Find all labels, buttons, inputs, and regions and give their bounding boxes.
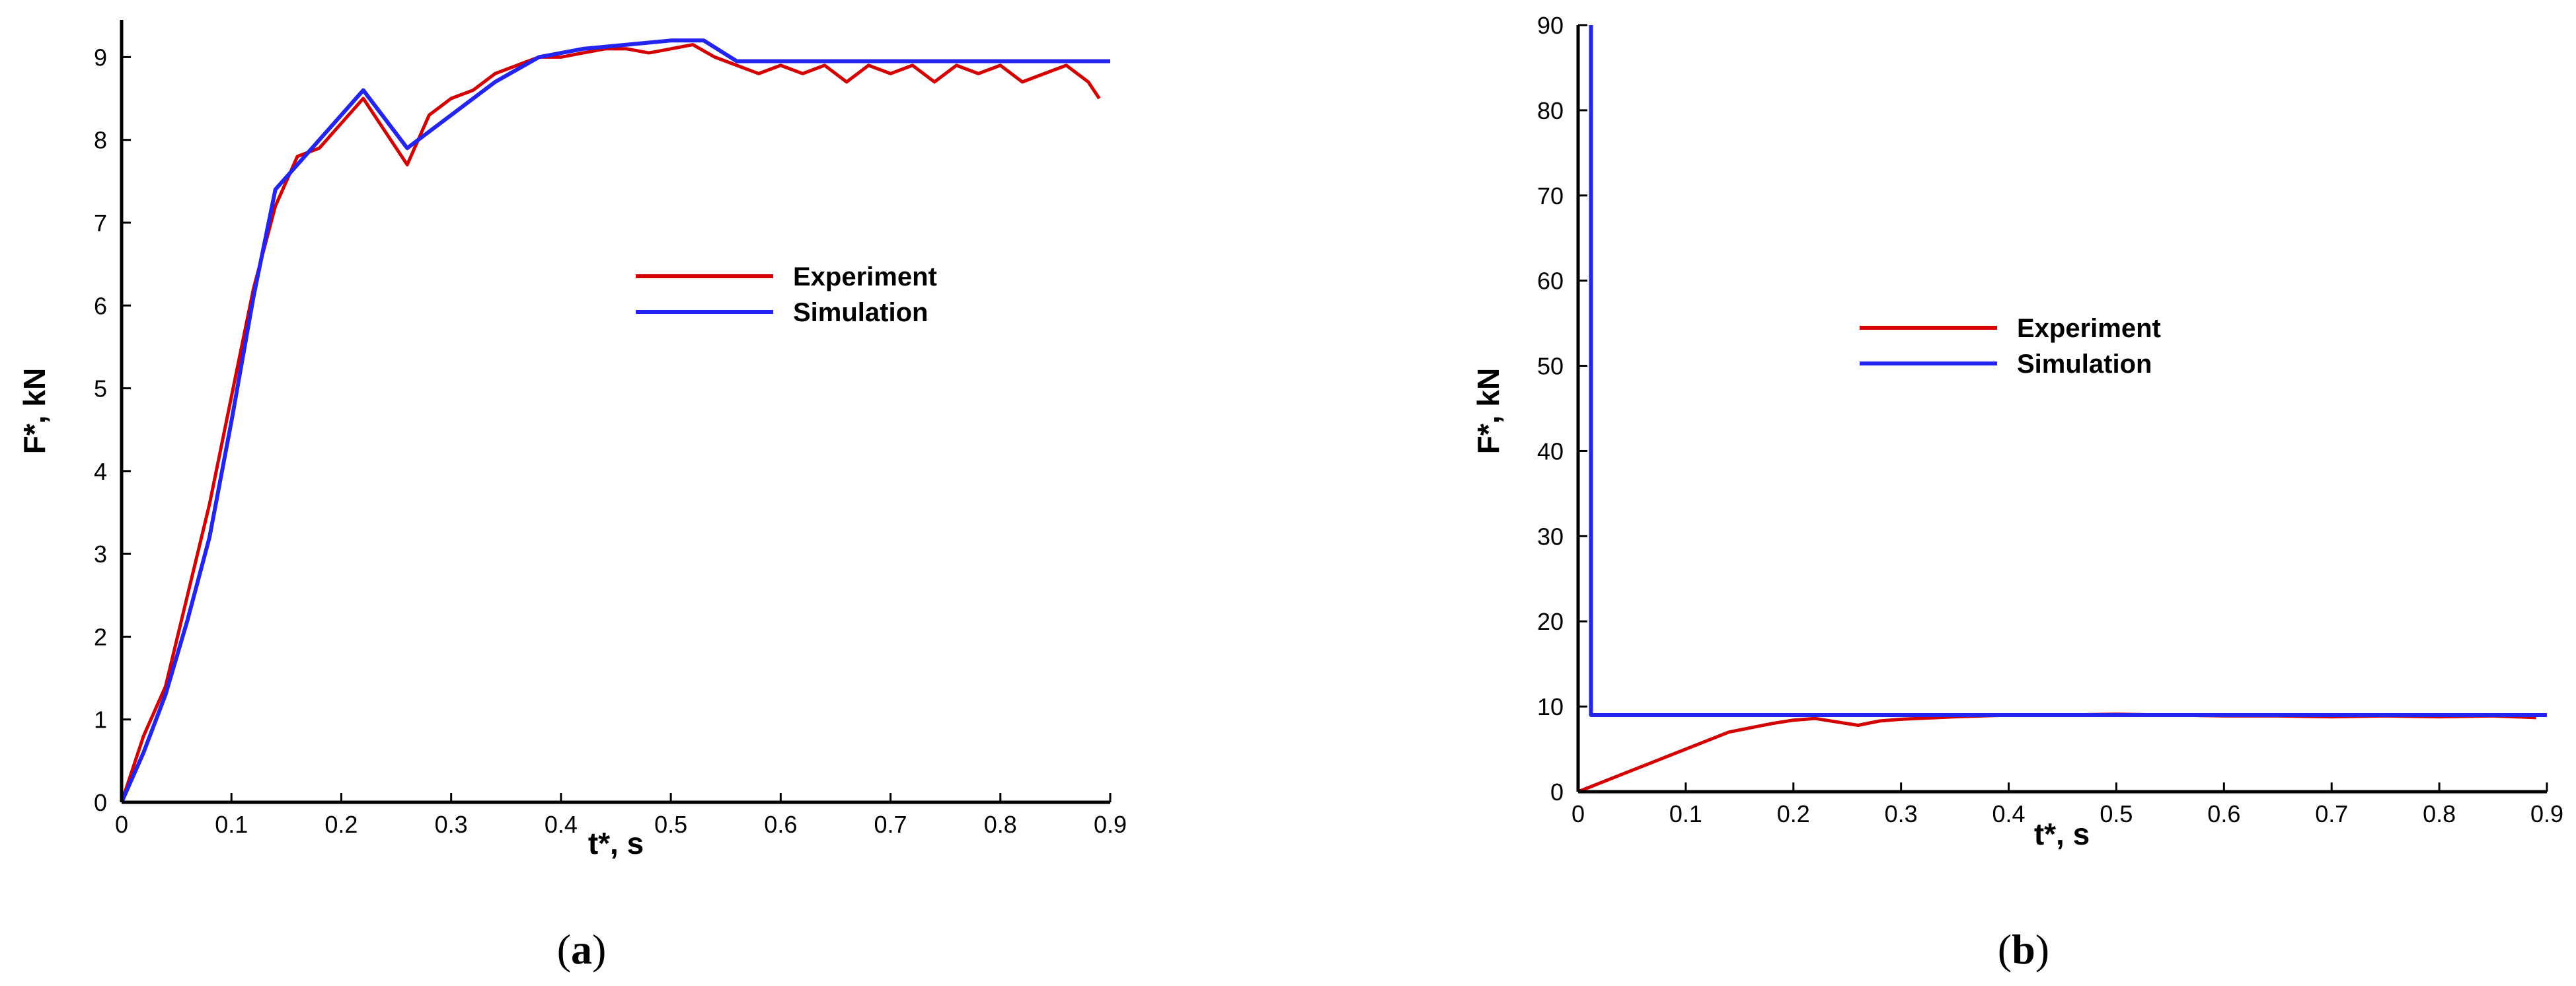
legend-label-experiment-b: Experiment xyxy=(2017,314,2161,343)
x-tick-label-b: 0.6 xyxy=(2207,800,2240,827)
y-tick-label-a: 7 xyxy=(94,209,107,237)
ticks-a: 0 0.1 0.2 0.3 0.4 0.5 0.6 0.7 0.8 0.9 0 1 2 3 4 5 6 7 8 9 xyxy=(94,44,1127,838)
series-group-b xyxy=(1578,25,2547,792)
series-line-simulation-b xyxy=(1589,25,2547,717)
x-tick-label-a: 0.9 xyxy=(1094,811,1127,838)
series-line-experiment-b xyxy=(1578,712,2536,792)
x-tick-label-a: 0.3 xyxy=(435,811,468,838)
series-line-simulation-a xyxy=(122,38,1110,802)
y-tick-label-a: 8 xyxy=(94,127,107,154)
x-tick-label-b: 0.8 xyxy=(2423,800,2456,827)
y-tick-label-b: 0 xyxy=(1550,778,1564,806)
y-tick-label-b: 50 xyxy=(1537,353,1564,380)
panel-caption-b: (b) xyxy=(1998,926,2049,973)
x-axis-label-b: t*, s xyxy=(2034,817,2090,851)
x-tick-label-a: 0.7 xyxy=(874,811,907,838)
chart-panel-a: 0 0.1 0.2 0.3 0.4 0.5 0.6 0.7 0.8 0.9 0 1 2 3 4 5 6 7 8 9 t… xyxy=(17,20,1127,973)
y-tick-label-b: 60 xyxy=(1537,268,1564,295)
series-group-a xyxy=(122,38,1110,802)
y-tick-label-a: 2 xyxy=(94,623,107,650)
x-tick-label-a: 0.5 xyxy=(654,811,687,838)
y-tick-label-b: 20 xyxy=(1537,608,1564,635)
legend-a: Experiment Simulation xyxy=(636,262,937,327)
x-tick-label-a: 0.4 xyxy=(545,811,578,838)
x-tick-label-b: 0.3 xyxy=(1885,800,1918,827)
x-tick-label-b: 0.9 xyxy=(2530,800,2563,827)
y-tick-label-b: 10 xyxy=(1537,693,1564,720)
panel-caption-a: (a) xyxy=(557,926,607,973)
legend-label-experiment-a: Experiment xyxy=(793,262,937,291)
y-axis-label-a: F*, kN xyxy=(17,368,52,454)
legend-b: Experiment Simulation xyxy=(1860,314,2161,379)
y-tick-label-b: 70 xyxy=(1537,182,1564,209)
y-tick-label-a: 1 xyxy=(94,706,107,734)
x-tick-label-b: 0 xyxy=(1572,800,1585,827)
y-tick-label-a: 3 xyxy=(94,541,107,568)
x-tick-label-a: 0 xyxy=(115,811,128,838)
y-tick-label-a: 4 xyxy=(94,458,107,485)
series-line-experiment-a xyxy=(122,43,1101,802)
x-tick-label-a: 0.8 xyxy=(984,811,1017,838)
x-axis-label-a: t*, s xyxy=(588,826,644,860)
x-tick-label-b: 0.2 xyxy=(1777,800,1810,827)
y-tick-label-a: 0 xyxy=(94,789,107,816)
y-tick-label-a: 9 xyxy=(94,44,107,71)
y-tick-label-b: 30 xyxy=(1537,523,1564,550)
y-tick-label-a: 6 xyxy=(94,292,107,319)
x-tick-label-b: 0.4 xyxy=(1992,800,2026,827)
y-tick-label-b: 90 xyxy=(1537,12,1564,39)
ticks-b: 0 0.1 0.2 0.3 0.4 0.5 0.6 0.7 0.8 0.9 0 10 20 30 40 50 6… xyxy=(1537,12,2563,827)
y-tick-label-a: 5 xyxy=(94,375,107,402)
x-tick-label-b: 0.1 xyxy=(1669,800,1702,827)
chart-panel-b: 0 0.1 0.2 0.3 0.4 0.5 0.6 0.7 0.8 0.9 0 10 20 30 40 50 6… xyxy=(1471,12,2563,973)
x-tick-label-b: 0.7 xyxy=(2315,800,2348,827)
x-tick-label-a: 0.6 xyxy=(764,811,797,838)
legend-label-simulation-a: Simulation xyxy=(793,298,928,327)
x-tick-label-b: 0.5 xyxy=(2100,800,2133,827)
x-tick-label-a: 0.1 xyxy=(215,811,248,838)
y-tick-label-b: 40 xyxy=(1537,437,1564,465)
legend-label-simulation-b: Simulation xyxy=(2017,350,2152,379)
y-tick-label-b: 80 xyxy=(1537,97,1564,124)
y-axis-label-b: F*, kN xyxy=(1471,368,1505,454)
x-tick-label-a: 0.2 xyxy=(324,811,358,838)
